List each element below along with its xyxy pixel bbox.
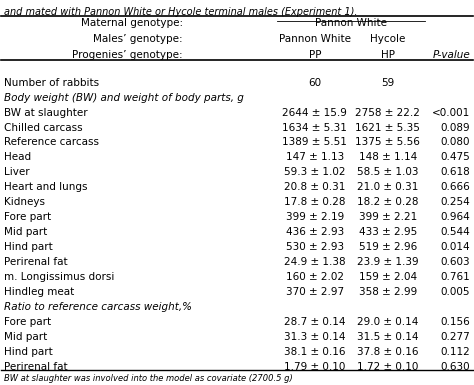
Text: P-value: P-value: [432, 50, 470, 60]
Text: 0.112: 0.112: [440, 347, 470, 357]
Text: 2644 ± 15.9: 2644 ± 15.9: [283, 107, 347, 117]
Text: 0.666: 0.666: [440, 182, 470, 192]
Text: 0.964: 0.964: [440, 212, 470, 222]
Text: 0.156: 0.156: [440, 317, 470, 327]
Text: 37.8 ± 0.16: 37.8 ± 0.16: [357, 347, 419, 357]
Text: 29.0 ± 0.14: 29.0 ± 0.14: [357, 317, 419, 327]
Text: 147 ± 1.13: 147 ± 1.13: [286, 152, 344, 162]
Text: Ratio to reference carcass weight,%: Ratio to reference carcass weight,%: [4, 302, 192, 312]
Text: 28.7 ± 0.14: 28.7 ± 0.14: [284, 317, 346, 327]
Text: Hycole: Hycole: [370, 34, 405, 44]
Text: 0.014: 0.014: [441, 242, 470, 252]
Text: 0.089: 0.089: [441, 122, 470, 132]
Text: 370 ± 2.97: 370 ± 2.97: [286, 287, 344, 297]
Text: Males’ genotype:: Males’ genotype:: [93, 34, 183, 44]
Text: 0.630: 0.630: [441, 362, 470, 372]
Text: Reference carcass: Reference carcass: [4, 137, 99, 147]
Text: Mid part: Mid part: [4, 332, 47, 342]
Text: 1621 ± 5.35: 1621 ± 5.35: [356, 122, 420, 132]
Text: 148 ± 1.14: 148 ± 1.14: [359, 152, 417, 162]
Text: Hindleg meat: Hindleg meat: [4, 287, 74, 297]
Text: 358 ± 2.99: 358 ± 2.99: [359, 287, 417, 297]
Text: Kidneys: Kidneys: [4, 197, 45, 207]
Text: 399 ± 2.21: 399 ± 2.21: [359, 212, 417, 222]
Text: 20.8 ± 0.31: 20.8 ± 0.31: [284, 182, 346, 192]
Text: Perirenal fat: Perirenal fat: [4, 362, 67, 372]
Text: 38.1 ± 0.16: 38.1 ± 0.16: [284, 347, 346, 357]
Text: 31.3 ± 0.14: 31.3 ± 0.14: [284, 332, 346, 342]
Text: 0.254: 0.254: [440, 197, 470, 207]
Text: 530 ± 2.93: 530 ± 2.93: [286, 242, 344, 252]
Text: Perirenal fat: Perirenal fat: [4, 257, 67, 267]
Text: 0.603: 0.603: [441, 257, 470, 267]
Text: Body weight (BW) and weight of body parts, g: Body weight (BW) and weight of body part…: [4, 93, 244, 102]
Text: BW at slaughter: BW at slaughter: [4, 107, 87, 117]
Text: Hind part: Hind part: [4, 347, 53, 357]
Text: 58.5 ± 1.03: 58.5 ± 1.03: [357, 167, 419, 177]
Text: 160 ± 2.02: 160 ± 2.02: [286, 272, 344, 282]
Text: Pannon White: Pannon White: [315, 18, 387, 28]
Text: 0.080: 0.080: [441, 137, 470, 147]
Text: HP: HP: [381, 50, 395, 60]
Text: 24.9 ± 1.38: 24.9 ± 1.38: [284, 257, 346, 267]
Text: Progenies’ genotype:: Progenies’ genotype:: [72, 50, 183, 60]
Text: 1389 ± 5.51: 1389 ± 5.51: [283, 137, 347, 147]
Text: 1375 ± 5.56: 1375 ± 5.56: [356, 137, 420, 147]
Text: 59.3 ± 1.02: 59.3 ± 1.02: [284, 167, 346, 177]
Text: Pannon White: Pannon White: [279, 34, 351, 44]
Text: <0.001: <0.001: [432, 107, 470, 117]
Text: 2758 ± 22.2: 2758 ± 22.2: [356, 107, 420, 117]
Text: 0.005: 0.005: [441, 287, 470, 297]
Text: Mid part: Mid part: [4, 227, 47, 237]
Text: 0.618: 0.618: [440, 167, 470, 177]
Text: 0.475: 0.475: [440, 152, 470, 162]
Text: Liver: Liver: [4, 167, 29, 177]
Text: Number of rabbits: Number of rabbits: [4, 78, 99, 88]
Text: 18.2 ± 0.28: 18.2 ± 0.28: [357, 197, 419, 207]
Text: 399 ± 2.19: 399 ± 2.19: [286, 212, 344, 222]
Text: 433 ± 2.95: 433 ± 2.95: [359, 227, 417, 237]
Text: 436 ± 2.93: 436 ± 2.93: [286, 227, 344, 237]
Text: Chilled carcass: Chilled carcass: [4, 122, 82, 132]
Text: 519 ± 2.96: 519 ± 2.96: [359, 242, 417, 252]
Text: 17.8 ± 0.28: 17.8 ± 0.28: [284, 197, 346, 207]
Text: 1634 ± 5.31: 1634 ± 5.31: [283, 122, 347, 132]
Text: 1.79 ± 0.10: 1.79 ± 0.10: [284, 362, 346, 372]
Text: 0.544: 0.544: [440, 227, 470, 237]
Text: Fore part: Fore part: [4, 317, 51, 327]
Text: PP: PP: [309, 50, 321, 60]
Text: and mated with Pannon White or Hycole terminal males (Experiment 1).: and mated with Pannon White or Hycole te…: [4, 7, 357, 17]
Text: m. Longissimus dorsi: m. Longissimus dorsi: [4, 272, 114, 282]
Text: 60: 60: [308, 78, 321, 88]
Text: 1.72 ± 0.10: 1.72 ± 0.10: [357, 362, 419, 372]
Text: 0.761: 0.761: [440, 272, 470, 282]
Text: Fore part: Fore part: [4, 212, 51, 222]
Text: 31.5 ± 0.14: 31.5 ± 0.14: [357, 332, 419, 342]
Text: Head: Head: [4, 152, 31, 162]
Text: 59: 59: [381, 78, 394, 88]
Text: 21.0 ± 0.31: 21.0 ± 0.31: [357, 182, 419, 192]
Text: Hind part: Hind part: [4, 242, 53, 252]
Text: Maternal genotype:: Maternal genotype:: [81, 18, 183, 28]
Text: 0.277: 0.277: [440, 332, 470, 342]
Text: Heart and lungs: Heart and lungs: [4, 182, 87, 192]
Text: BW at slaughter was involved into the model as covariate (2700.5 g): BW at slaughter was involved into the mo…: [4, 375, 292, 383]
Text: 23.9 ± 1.39: 23.9 ± 1.39: [357, 257, 419, 267]
Text: 159 ± 2.04: 159 ± 2.04: [359, 272, 417, 282]
